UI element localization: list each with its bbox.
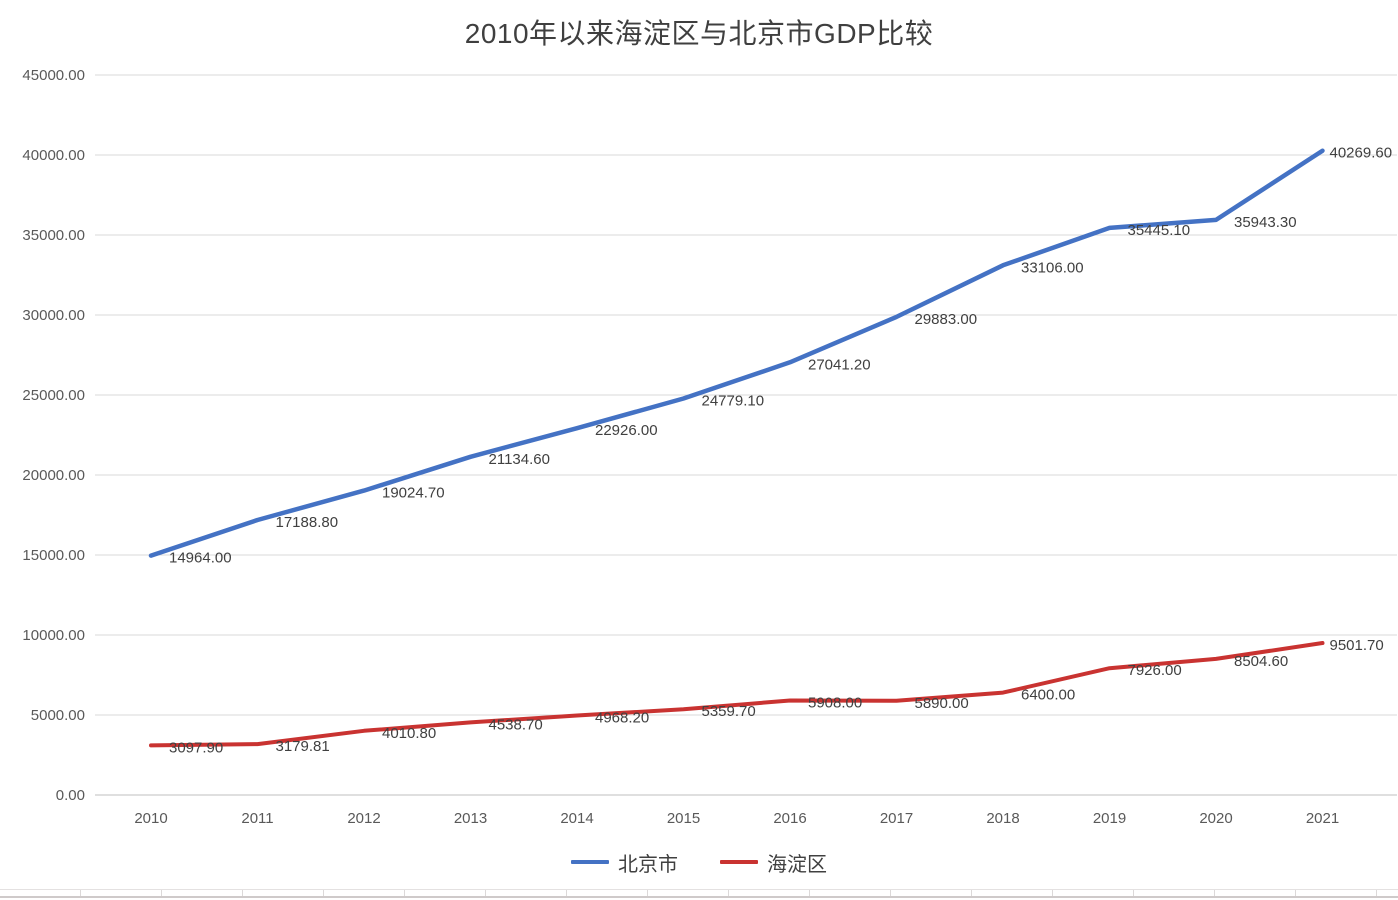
data-label-haidian: 3097.90	[169, 739, 223, 756]
y-tick-label: 20000.00	[22, 467, 85, 484]
x-tick-label: 2016	[773, 810, 806, 827]
data-label-beijing: 14964.00	[169, 550, 232, 567]
data-label-haidian: 7926.00	[1128, 662, 1182, 679]
y-tick-label: 25000.00	[22, 387, 85, 404]
y-tick-label: 10000.00	[22, 627, 85, 644]
x-tick-label: 2018	[986, 810, 1019, 827]
data-label-haidian: 4010.80	[382, 725, 436, 742]
x-tick-label: 2021	[1306, 810, 1339, 827]
legend-line-swatch-beijing	[571, 860, 609, 864]
data-label-beijing: 35943.30	[1234, 214, 1297, 231]
x-tick-label: 2013	[454, 810, 487, 827]
data-label-haidian: 5890.00	[915, 695, 969, 712]
y-tick-label: 45000.00	[22, 67, 85, 84]
data-label-haidian: 4538.70	[489, 716, 543, 733]
x-tick-label: 2020	[1199, 810, 1232, 827]
y-tick-label: 35000.00	[22, 227, 85, 244]
y-tick-label: 30000.00	[22, 307, 85, 324]
data-label-beijing: 21134.60	[489, 451, 550, 468]
data-label-beijing: 29883.00	[915, 311, 978, 328]
y-tick-label: 40000.00	[22, 147, 85, 164]
data-label-haidian: 5359.70	[702, 703, 756, 720]
data-label-beijing: 35445.10	[1128, 222, 1191, 239]
data-label-beijing: 33106.00	[1021, 259, 1084, 276]
x-tick-label: 2019	[1093, 810, 1126, 827]
spreadsheet-edge	[0, 889, 1398, 898]
legend-line-swatch-haidian	[720, 860, 758, 864]
data-label-haidian: 6400.00	[1021, 687, 1075, 704]
y-tick-label: 15000.00	[22, 547, 85, 564]
data-label-beijing: 27041.20	[808, 356, 871, 373]
legend-item-beijing: 北京市	[571, 848, 678, 877]
data-label-haidian: 4968.20	[595, 710, 649, 727]
data-label-haidian: 9501.70	[1330, 637, 1384, 654]
data-label-haidian: 8504.60	[1234, 653, 1288, 670]
y-tick-label: 0.00	[56, 787, 85, 804]
data-label-beijing: 17188.80	[276, 514, 339, 531]
data-label-haidian: 5908.00	[808, 694, 862, 711]
legend: 北京市 海淀区	[0, 846, 1398, 878]
data-label-beijing: 40269.60	[1330, 145, 1393, 162]
chart-title: 2010年以来海淀区与北京市GDP比较	[464, 18, 934, 49]
data-label-beijing: 19024.70	[382, 485, 445, 502]
x-tick-label: 2017	[880, 810, 913, 827]
series-line-haidian	[149, 641, 1325, 748]
series-line-beijing	[148, 148, 1325, 558]
x-tick-label: 2015	[667, 810, 700, 827]
legend-label-haidian: 海淀区	[767, 853, 827, 876]
data-label-beijing: 24779.10	[702, 393, 765, 410]
x-tick-label: 2011	[241, 810, 273, 827]
x-tick-label: 2014	[560, 810, 593, 827]
legend-label-beijing: 北京市	[618, 853, 678, 876]
legend-item-haidian: 海淀区	[720, 848, 827, 877]
data-label-beijing: 22926.00	[595, 422, 658, 439]
y-tick-label: 5000.00	[31, 707, 85, 724]
data-label-haidian: 3179.81	[276, 738, 330, 755]
x-tick-label: 2012	[347, 810, 380, 827]
x-tick-label: 2010	[134, 810, 167, 827]
